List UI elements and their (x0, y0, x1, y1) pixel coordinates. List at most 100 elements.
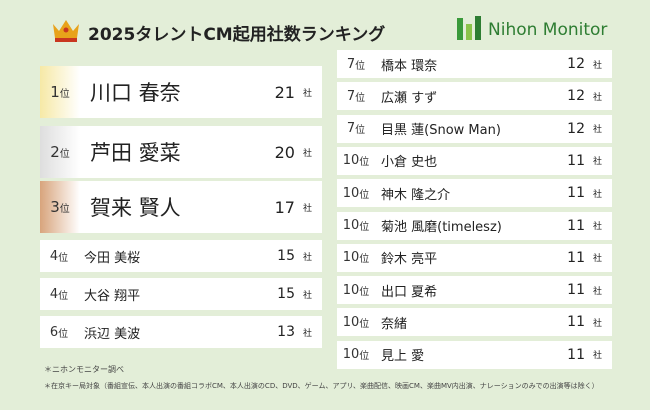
rank-unit: 位 (355, 125, 366, 137)
count-unit: 社 (302, 252, 312, 263)
count-unit: 社 (592, 351, 602, 362)
count: 17 社 (275, 181, 312, 233)
count-value: 15 (277, 286, 295, 302)
count-unit: 社 (592, 189, 602, 200)
count-unit: 社 (302, 290, 312, 301)
ranking-row: 6 位浜辺 美波 13 社 (40, 316, 322, 348)
rank-unit: 位 (58, 290, 69, 302)
rank: 10 位 (337, 244, 375, 272)
rank: 10 位 (337, 179, 375, 207)
rank-number: 10 (342, 185, 360, 201)
rank-number: 7 (346, 88, 356, 104)
ranking-row: 10 位出口 夏希 11 社 (337, 276, 612, 305)
rank-unit: 位 (59, 88, 70, 100)
count-value: 11 (567, 249, 585, 266)
count-value: 11 (567, 217, 585, 234)
count-value: 12 (567, 88, 585, 105)
count: 11 社 (567, 147, 602, 175)
rank-number: 6 (49, 324, 59, 340)
ranking-row: 10 位鈴木 亮平 11 社 (337, 243, 612, 272)
count-unit: 社 (592, 92, 602, 103)
name: 目黒 蓮(Snow Man) (381, 123, 501, 139)
rank: 10 位 (337, 147, 375, 175)
ranking-row: 10 位小倉 史也 11 社 (337, 146, 612, 175)
count: 11 社 (567, 341, 602, 369)
rank-number: 7 (346, 121, 356, 137)
ranking-row: 10 位見上 愛 11 社 (337, 340, 612, 369)
rank-unit: 位 (359, 254, 370, 266)
name: 浜辺 美波 (84, 326, 141, 342)
title: 2025タレントCM起用社数ランキング (88, 25, 386, 45)
name: 出口 夏希 (381, 284, 438, 300)
count-unit: 社 (302, 328, 312, 339)
count: 11 社 (567, 179, 602, 207)
count-value: 17 (274, 197, 295, 217)
count: 13 社 (277, 316, 312, 348)
count-unit: 社 (592, 60, 602, 71)
ranking-row: 1 位川口 春奈 21 社 (40, 66, 322, 118)
name: 菊池 風磨(timelesz) (381, 220, 502, 235)
count-value: 11 (567, 185, 585, 202)
rank-number: 4 (49, 248, 59, 264)
ranking-row: 7 位広瀬 すず 12 社 (337, 82, 612, 111)
count-unit: 社 (592, 125, 602, 136)
ranking-row: 10 位菊池 風磨(timelesz) 11 社 (337, 211, 612, 240)
ranking-row: 3 位賀来 賢人 17 社 (40, 181, 322, 233)
count-unit: 社 (592, 157, 602, 168)
count: 20 社 (275, 126, 312, 178)
count-unit: 社 (592, 286, 602, 297)
rank: 10 位 (337, 212, 375, 240)
count-unit: 社 (302, 88, 312, 99)
count-value: 11 (567, 282, 585, 299)
count-unit: 社 (592, 222, 602, 232)
name: 広瀬 すず (381, 90, 438, 106)
rank-unit: 位 (359, 222, 370, 233)
ranking-row: 4 位今田 美桜 15 社 (40, 240, 322, 272)
count-value: 12 (567, 56, 585, 72)
count: 11 社 (567, 308, 602, 336)
name: 今田 美桜 (84, 250, 141, 266)
rank: 10 位 (337, 341, 375, 369)
ranking-row: 10 位神木 隆之介 11 社 (337, 179, 612, 208)
logo: Nihon Monitor (488, 20, 608, 40)
rank-number: 10 (342, 282, 360, 298)
name: 橋本 環奈 (381, 58, 438, 74)
name: 芦田 愛菜 (90, 141, 181, 165)
rank-unit: 位 (359, 157, 370, 169)
ranking-row: 2 位芦田 愛菜 20 社 (40, 126, 322, 178)
count-unit: 社 (302, 203, 312, 214)
name: 見上 愛 (381, 349, 425, 365)
rank-unit: 位 (58, 328, 69, 340)
ranking-row: 4 位大谷 翔平 15 社 (40, 278, 322, 310)
count-value: 15 (277, 248, 295, 264)
count: 11 社 (567, 276, 602, 304)
rank-number: 1 (50, 83, 60, 101)
count-value: 11 (567, 314, 585, 331)
ranking-row: 10 位奈緒 11 社 (337, 308, 612, 337)
count: 12 社 (567, 50, 602, 78)
count-unit: 社 (302, 148, 312, 159)
name: 賀来 賢人 (90, 196, 181, 220)
rank-unit: 位 (355, 92, 366, 104)
rank-unit: 位 (359, 286, 370, 298)
name: 奈緒 (381, 316, 408, 332)
ranking-row: 7 位目黒 蓮(Snow Man) 12 社 (337, 114, 612, 143)
count-value: 11 (567, 346, 585, 363)
count-unit: 社 (592, 318, 602, 329)
name: 神木 隆之介 (381, 187, 451, 203)
rank-number: 10 (342, 347, 360, 363)
count: 21 社 (275, 66, 312, 118)
rank-number: 2 (50, 143, 60, 161)
count-value: 11 (567, 152, 585, 169)
count-value: 20 (274, 142, 295, 162)
count: 11 社 (567, 212, 602, 240)
count-value: 13 (277, 324, 295, 340)
name: 大谷 翔平 (84, 288, 141, 304)
